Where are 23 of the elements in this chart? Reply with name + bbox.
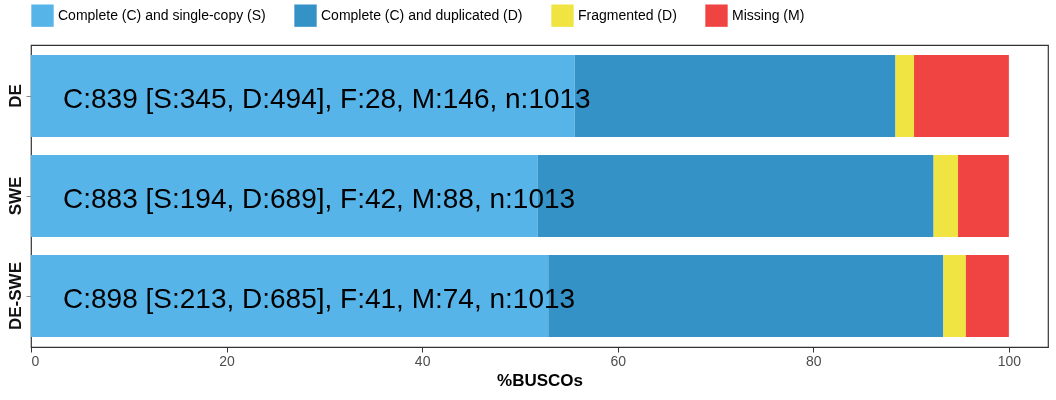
x-tick-label: 60	[610, 352, 627, 369]
bar	[914, 55, 1009, 137]
legend-label: Missing (M)	[732, 6, 805, 23]
annotation: C:883 [S:194, D:689], F:42, M:88, n:1013	[63, 183, 576, 214]
bar	[965, 255, 1009, 337]
annotation: C:839 [S:345, D:494], F:28, M:146, n:1013	[63, 83, 591, 114]
x-tick-label: 100	[997, 352, 1022, 369]
y-tick-label: DE	[5, 84, 25, 108]
x-tick-label: 20	[219, 352, 236, 369]
bar	[943, 255, 966, 337]
bar	[933, 155, 959, 237]
legend-label: Fragmented (D)	[578, 6, 677, 23]
legend-label: Complete (C) and duplicated (D)	[321, 6, 523, 23]
legend-label: Complete (C) and single-copy (S)	[58, 6, 266, 23]
x-axis-title: %BUSCOs	[497, 370, 583, 390]
bar	[895, 55, 915, 137]
bar	[958, 155, 1009, 237]
x-tick-label: 80	[806, 352, 822, 369]
x-tick-label: 0	[31, 352, 40, 369]
y-tick-label: SWE	[5, 176, 25, 216]
y-tick-label: DE-SWE	[5, 262, 25, 330]
x-tick-label: 40	[414, 352, 431, 369]
annotation: C:898 [S:213, D:685], F:41, M:74, n:1013	[63, 283, 576, 314]
